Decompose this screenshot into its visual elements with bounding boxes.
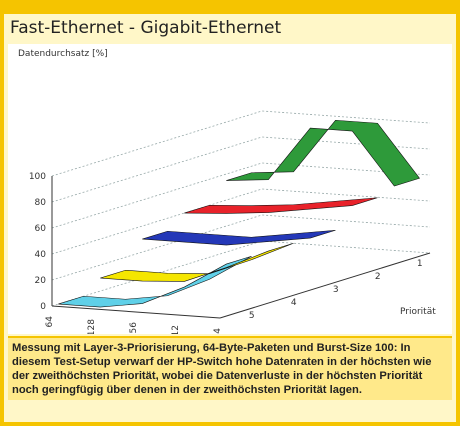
x-tick-label: 128	[87, 319, 97, 334]
depth-tick-label: 1	[417, 259, 423, 269]
y-tick-label: 20	[35, 276, 47, 286]
y-tick-label: 80	[35, 198, 47, 208]
y-tick-label: 40	[35, 250, 47, 260]
y-tick-label: 100	[29, 172, 46, 182]
ribbon	[142, 229, 336, 246]
depth-tick-label: 3	[333, 285, 339, 295]
depth-tick-label: 4	[291, 298, 297, 308]
grid-line	[51, 110, 431, 177]
y-axis-label: Datendurchsatz [%]	[18, 49, 108, 59]
grid-line	[51, 188, 431, 255]
depth-tick-label: 2	[375, 272, 381, 282]
grid-line	[51, 162, 431, 229]
depth-tick-label: 5	[249, 311, 255, 321]
ribbon	[226, 119, 420, 187]
plot-background	[8, 44, 452, 334]
depth-axis	[219, 252, 431, 319]
y-tick-label: 0	[40, 302, 46, 312]
x-tick-label: 64	[45, 316, 55, 328]
chart: Datendurchsatz [%] 0 20 40 60 80 100 5 4 3 2 1 64 128…	[8, 44, 452, 334]
depth-axis-label: Priorität	[400, 307, 436, 317]
frame: Fast-Ethernet - Gigabit-Ethernet Datendu…	[0, 0, 460, 426]
grid-line	[51, 214, 431, 281]
x-tick-label: 256	[129, 322, 139, 334]
ribbon	[184, 197, 378, 214]
chart-title: Fast-Ethernet - Gigabit-Ethernet	[10, 18, 282, 38]
ribbon	[100, 242, 294, 282]
x-axis	[51, 305, 221, 319]
y-tick-label: 60	[35, 224, 47, 234]
ribbon	[58, 255, 252, 308]
grid-line	[51, 240, 431, 307]
x-tick-label: 512	[171, 325, 181, 334]
caption: Messung mit Layer-3-Priorisierung, 64-By…	[8, 336, 452, 400]
x-tick-label: 1024	[213, 328, 223, 334]
